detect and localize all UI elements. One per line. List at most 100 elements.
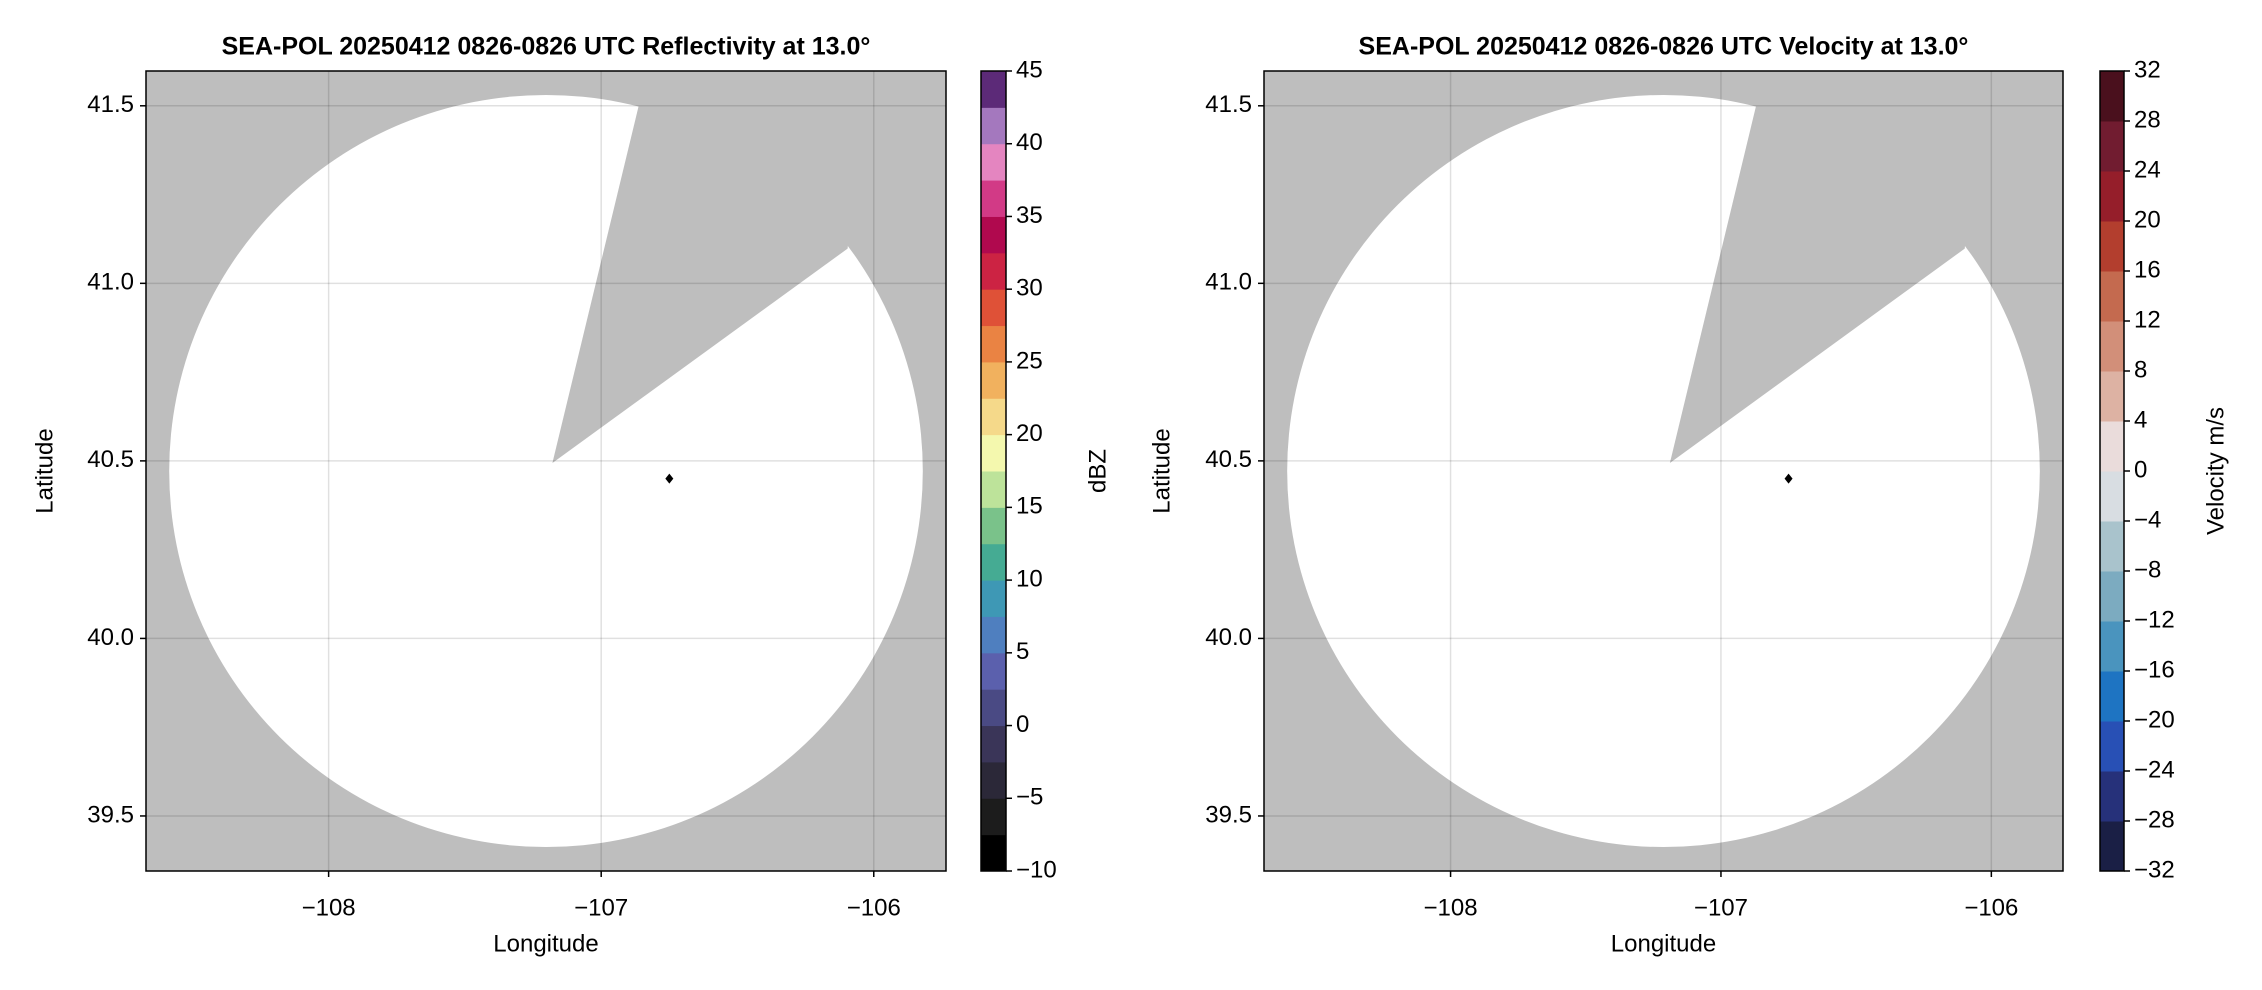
colorbar-bin — [2100, 521, 2124, 572]
colorbar-bin — [981, 434, 1006, 472]
colorbar-bin — [981, 616, 1006, 654]
colorbar-bin — [2100, 171, 2124, 222]
colorbar-tick-label: −4 — [2134, 506, 2161, 533]
colorbar-bin — [981, 543, 1006, 581]
y-tick-label: 41.5 — [87, 91, 134, 118]
y-axis-label: Latitude — [31, 428, 58, 513]
colorbar-bin — [981, 107, 1006, 145]
colorbar-bin — [981, 252, 1006, 290]
colorbar-tick-label: −32 — [2134, 856, 2175, 883]
colorbar-tick-label: −8 — [2134, 556, 2161, 583]
colorbar-bin — [2100, 721, 2124, 772]
colorbar-frame — [980, 70, 1007, 872]
x-tick-label: −107 — [1694, 894, 1748, 921]
colorbar-bin — [981, 689, 1006, 727]
colorbar-tick-label: −24 — [2134, 756, 2175, 783]
colorbar-tick-label: 20 — [2134, 206, 2161, 233]
chart-title: SEA-POL 20250412 0826-0826 UTC Reflectiv… — [222, 33, 871, 61]
colorbar-tick-label: −20 — [2134, 706, 2175, 733]
plot-frame — [145, 70, 947, 872]
colorbar-bin — [981, 289, 1006, 327]
colorbar-tick-label: 8 — [2134, 356, 2147, 383]
colorbar-bin — [981, 471, 1006, 508]
plot-frame — [1263, 70, 2064, 872]
colorbar-bin — [2100, 821, 2124, 872]
colorbar-bin — [2100, 221, 2124, 272]
colorbar-tick-label: 35 — [1016, 202, 1043, 229]
y-tick-label: 39.5 — [87, 801, 134, 828]
chart-title: SEA-POL 20250412 0826-0826 UTC Velocity … — [1359, 33, 1969, 61]
colorbar-tick-label: 16 — [2134, 256, 2161, 283]
colorbar-tick-label: −12 — [2134, 606, 2175, 633]
y-tick-label: 40.5 — [1205, 446, 1252, 473]
colorbar-bin — [2100, 421, 2124, 472]
colorbar-bin — [2100, 671, 2124, 722]
y-tick-label: 40.0 — [1205, 624, 1252, 651]
colorbar-bin — [981, 71, 1006, 108]
colorbar-bin — [981, 725, 1006, 763]
x-tick-label: −106 — [847, 894, 901, 921]
radar-marker — [1784, 473, 1793, 484]
colorbar-tick-label: 28 — [2134, 106, 2161, 133]
colorbar-tick-label: 40 — [1016, 129, 1043, 156]
colorbar-tick-label: 30 — [1016, 275, 1043, 302]
colorbar-tick-label: 24 — [2134, 156, 2161, 183]
colorbar-tick-label: 15 — [1016, 493, 1043, 520]
x-tick-label: −106 — [1964, 894, 2018, 921]
y-axis-label: Latitude — [1148, 428, 1175, 513]
colorbar-bin — [2100, 271, 2124, 322]
colorbar-tick-label: −10 — [1016, 856, 1057, 883]
plot-area — [1264, 71, 2063, 871]
colorbar-tick-label: 0 — [1016, 711, 1029, 738]
colorbar-bin — [981, 580, 1006, 617]
colorbar-label: Velocity m/s — [2202, 407, 2229, 535]
blocked-sector — [1669, 71, 1984, 463]
blocked-sector — [552, 71, 866, 463]
colorbar-tick-label: 0 — [2134, 456, 2147, 483]
colorbar-tick-label: 4 — [2134, 406, 2147, 433]
x-axis-label: Longitude — [1611, 930, 1716, 957]
colorbar-tick-label: 45 — [1016, 56, 1043, 83]
colorbar-tick-label: 5 — [1016, 638, 1029, 665]
colorbar-bin — [2100, 571, 2124, 622]
y-tick-label: 39.5 — [1205, 801, 1252, 828]
x-tick-label: −108 — [1424, 894, 1478, 921]
colorbar-bin — [981, 761, 1006, 799]
colorbar-tick-label: −28 — [2134, 806, 2175, 833]
colorbar-bin — [2100, 321, 2124, 372]
colorbar-tick-label: −16 — [2134, 656, 2175, 683]
colorbar-bin — [2100, 771, 2124, 822]
colorbar-bin — [2100, 471, 2124, 522]
y-tick-label: 41.0 — [87, 269, 134, 296]
colorbar-tick-label: −5 — [1016, 784, 1043, 811]
colorbar-bin — [981, 143, 1006, 181]
y-tick-label: 40.5 — [87, 446, 134, 473]
y-tick-label: 41.5 — [1205, 91, 1252, 118]
colorbar-bin — [981, 798, 1006, 836]
colorbar-bin — [2100, 621, 2124, 672]
colorbar-bin — [981, 325, 1006, 363]
colorbar-bin — [981, 398, 1006, 436]
colorbar-tick-label: 12 — [2134, 306, 2161, 333]
x-tick-label: −108 — [302, 894, 356, 921]
colorbar-bin — [981, 507, 1006, 545]
plot-area — [146, 71, 946, 871]
colorbar-tick-label: 32 — [2134, 56, 2161, 83]
colorbar-bin — [981, 652, 1006, 690]
colorbar-bin — [981, 216, 1006, 254]
colorbar-bin — [2100, 121, 2124, 172]
y-tick-label: 41.0 — [1205, 269, 1252, 296]
colorbar-bin — [981, 361, 1006, 399]
colorbar-label: dBZ — [1084, 449, 1111, 493]
x-axis-label: Longitude — [493, 930, 598, 957]
x-tick-label: −107 — [574, 894, 628, 921]
colorbar-bin — [981, 180, 1006, 217]
colorbar-tick-label: 10 — [1016, 565, 1043, 592]
colorbar-bin — [981, 834, 1006, 872]
colorbar-bin — [2100, 371, 2124, 422]
radar-marker — [665, 473, 674, 484]
colorbar-bin — [2100, 71, 2124, 122]
colorbar-tick-label: 25 — [1016, 347, 1043, 374]
